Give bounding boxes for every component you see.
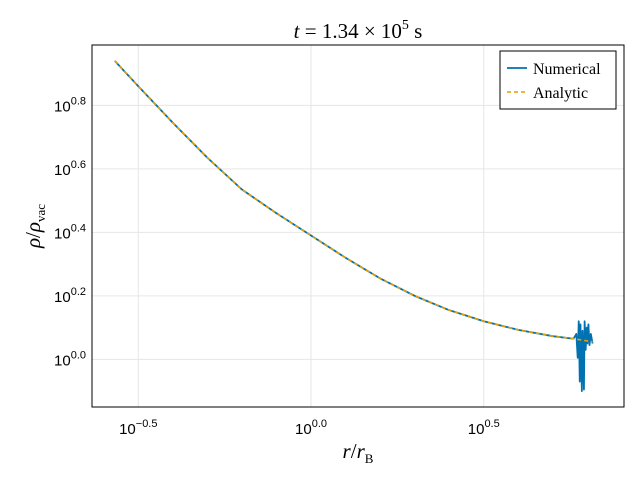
- x-tick-exponent: −0.5: [136, 418, 158, 430]
- x-tick-exponent: 0.5: [484, 418, 499, 430]
- legend-box: [499, 50, 617, 110]
- grid-lines: [92, 45, 624, 407]
- series-line-numerical: [114, 60, 594, 393]
- y-tick-label: 100.0: [54, 349, 86, 369]
- chart-title: t = 1.34 × 105 s: [294, 18, 423, 43]
- y-tick-label: 100.2: [54, 286, 86, 306]
- series-line-analytic: [114, 60, 593, 343]
- y-label-subscript: vac: [33, 204, 48, 222]
- y-label-slash: /: [21, 232, 45, 238]
- legend-label-numerical: Numerical: [533, 61, 601, 78]
- x-tick-label: 10−0.5: [119, 418, 157, 438]
- y-tick-base: 10: [54, 162, 71, 179]
- x-label-denominator: r: [357, 439, 366, 463]
- y-tick-exponent: 0.0: [71, 349, 86, 361]
- plot-frame: [91, 44, 625, 408]
- y-label-denominator: ρ: [21, 222, 45, 233]
- x-label-main: r: [343, 439, 352, 463]
- y-tick-label: 100.4: [54, 222, 86, 242]
- x-tick-label: 100.0: [295, 418, 327, 438]
- x-label-slash: /: [351, 439, 357, 463]
- y-tick-exponent: 0.4: [71, 222, 86, 234]
- y-tick-label: 100.8: [54, 95, 86, 115]
- x-tick-exponent: 0.0: [312, 418, 327, 430]
- title-exponent: 5: [402, 18, 409, 33]
- x-tick-labels: 10−0.5 100.0 100.5: [119, 418, 500, 438]
- y-tick-exponent: 0.2: [71, 286, 86, 298]
- title-variable: t: [294, 19, 301, 43]
- x-tick-base: 10: [119, 421, 136, 438]
- x-axis-label: r/rB: [343, 439, 374, 466]
- y-label-main: ρ: [21, 238, 45, 249]
- series-layer: [114, 60, 594, 393]
- y-tick-label: 100.6: [54, 159, 86, 179]
- y-tick-base: 10: [54, 352, 71, 369]
- y-tick-exponent: 0.6: [71, 159, 86, 171]
- x-tick-base: 10: [295, 421, 312, 438]
- y-tick-base: 10: [54, 98, 71, 115]
- legend-label-analytic: Analytic: [533, 85, 588, 102]
- x-tick-label: 100.5: [468, 418, 500, 438]
- x-tick-base: 10: [468, 421, 485, 438]
- title-unit: s: [409, 19, 422, 43]
- y-tick-base: 10: [54, 289, 71, 306]
- title-value: = 1.34 × 10: [299, 19, 401, 43]
- x-label-subscript: B: [365, 451, 374, 466]
- y-axis-label: ρ/ρvac: [21, 204, 48, 249]
- legend: Numerical Analytic: [499, 50, 617, 110]
- y-tick-exponent: 0.8: [71, 95, 86, 107]
- y-tick-base: 10: [54, 225, 71, 242]
